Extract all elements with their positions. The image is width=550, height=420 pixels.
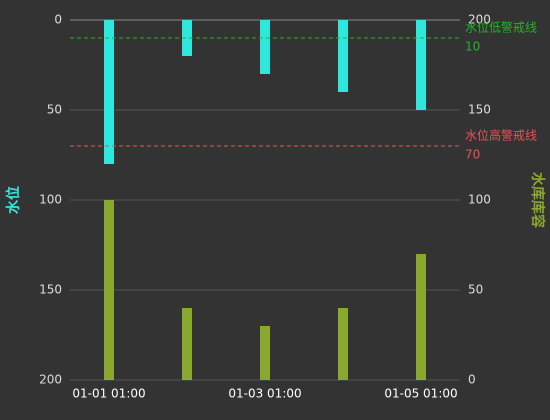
bar (260, 326, 270, 380)
bar (260, 20, 270, 74)
y2-tick-label: 200 (468, 13, 491, 27)
bar (104, 20, 114, 164)
bar (182, 20, 192, 56)
mark-line-name: 水位高警戒线 (465, 128, 537, 143)
mark-line-value: 70 (465, 148, 480, 162)
bar (416, 20, 426, 110)
x-tick-label: 01-01 01:00 (72, 387, 145, 401)
y-tick-label: 50 (47, 103, 62, 117)
y-tick-label: 0 (54, 13, 62, 27)
y2-tick-label: 150 (468, 103, 491, 117)
y-axis-title: 水位 (5, 186, 22, 214)
bar (104, 200, 114, 380)
y2-axis-title: 水库库容 (529, 172, 546, 228)
bar (338, 20, 348, 92)
y-tick-label: 100 (39, 193, 62, 207)
y2-tick-label: 0 (468, 373, 476, 387)
bar (338, 308, 348, 380)
mark-line-name: 水位低警戒线 (465, 20, 537, 35)
y-tick-label: 150 (39, 283, 62, 297)
x-tick-label: 01-05 01:00 (384, 387, 457, 401)
y2-tick-label: 50 (468, 283, 483, 297)
y-tick-label: 200 (39, 373, 62, 387)
y2-tick-label: 100 (468, 193, 491, 207)
bar (182, 308, 192, 380)
x-tick-label: 01-03 01:00 (228, 387, 301, 401)
bar (416, 254, 426, 380)
mark-line-value: 10 (465, 40, 480, 54)
